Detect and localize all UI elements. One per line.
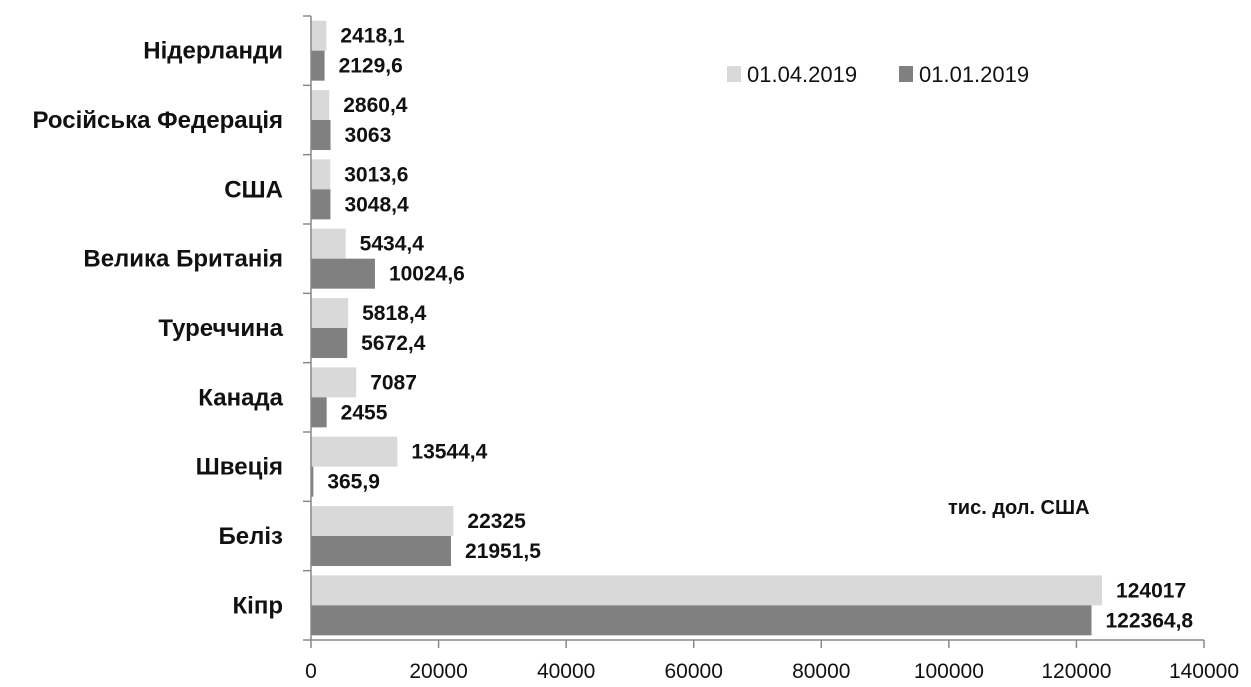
bar-series-1 bbox=[311, 20, 327, 51]
data-label-series-2: 365,9 bbox=[327, 471, 380, 494]
bar-series-1 bbox=[311, 228, 346, 259]
category-label: Туреччина bbox=[158, 315, 283, 342]
bars-group bbox=[311, 20, 1103, 636]
bar-series-2 bbox=[311, 189, 331, 220]
bar-series-1 bbox=[311, 506, 454, 536]
data-label-series-2: 3063 bbox=[345, 124, 392, 147]
data-label-series-1: 13544,4 bbox=[411, 441, 487, 464]
x-tick-label: 120000 bbox=[1041, 660, 1111, 683]
data-label-series-1: 2418,1 bbox=[340, 25, 405, 48]
bar-series-1 bbox=[311, 367, 357, 398]
category-label: Беліз bbox=[219, 523, 284, 550]
bar-series-2 bbox=[311, 258, 375, 289]
bar-series-1 bbox=[311, 575, 1103, 606]
legend-label-series-2: 01.01.2019 bbox=[919, 62, 1029, 87]
data-label-series-2: 5672,4 bbox=[361, 332, 426, 355]
bar-series-1 bbox=[311, 159, 331, 190]
data-label-series-2: 2129,6 bbox=[339, 55, 403, 78]
legend-label-series-1: 01.04.2019 bbox=[747, 62, 857, 87]
bar-series-2 bbox=[311, 397, 327, 428]
category-label: Кіпр bbox=[233, 592, 283, 619]
data-label-series-1: 22325 bbox=[467, 510, 526, 533]
data-label-series-2: 3048,4 bbox=[344, 193, 409, 216]
data-label-series-2: 2455 bbox=[341, 401, 388, 424]
bar-series-2 bbox=[311, 605, 1092, 636]
x-tick-label: 140000 bbox=[1169, 660, 1239, 683]
data-label-series-1: 124017 bbox=[1116, 579, 1186, 602]
x-tick-label: 20000 bbox=[409, 660, 467, 683]
labels-group: Нідерланди 2418,1 2129,6 Російська Федераці… bbox=[33, 25, 1194, 633]
data-label-series-2: 21951,5 bbox=[465, 540, 541, 563]
category-label: США bbox=[224, 176, 283, 203]
data-label-series-1: 2860,4 bbox=[343, 94, 408, 117]
data-label-series-1: 5434,4 bbox=[360, 233, 425, 256]
x-tick-label: 40000 bbox=[537, 660, 595, 683]
x-tick-label: 100000 bbox=[914, 660, 984, 683]
bar-series-2 bbox=[311, 536, 452, 566]
data-label-series-2: 10024,6 bbox=[389, 263, 465, 286]
data-label-series-1: 3013,6 bbox=[344, 163, 408, 186]
axes-group: 0 20000 40000 60000 80000 100000 120000 140000 bbox=[303, 15, 1239, 683]
legend: 01.04.2019 01.01.2019 bbox=[727, 62, 1029, 87]
category-label: Велика Британія bbox=[83, 246, 283, 273]
bar-series-2 bbox=[311, 328, 348, 358]
x-tick-label: 0 bbox=[305, 660, 317, 683]
category-label: Канада bbox=[198, 384, 283, 411]
x-tick-label: 80000 bbox=[792, 660, 850, 683]
category-label: Нідерланди bbox=[143, 38, 283, 65]
data-label-series-2: 122364,8 bbox=[1106, 609, 1194, 632]
x-tick-label: 60000 bbox=[665, 660, 723, 683]
bar-series-2 bbox=[311, 120, 331, 150]
bar-series-1 bbox=[311, 298, 349, 328]
category-label: Російська Федерація bbox=[33, 107, 284, 134]
data-label-series-1: 5818,4 bbox=[362, 302, 427, 325]
legend-swatch-series-2 bbox=[899, 66, 913, 82]
category-label: Швеція bbox=[196, 454, 283, 481]
bar-series-1 bbox=[311, 436, 398, 467]
unit-label: тис. дол. США bbox=[948, 497, 1090, 519]
bar-series-1 bbox=[311, 90, 330, 120]
legend-swatch-series-1 bbox=[727, 66, 741, 82]
bar-series-2 bbox=[311, 466, 314, 497]
bar-series-2 bbox=[311, 50, 325, 81]
data-label-series-1: 7087 bbox=[370, 371, 417, 394]
